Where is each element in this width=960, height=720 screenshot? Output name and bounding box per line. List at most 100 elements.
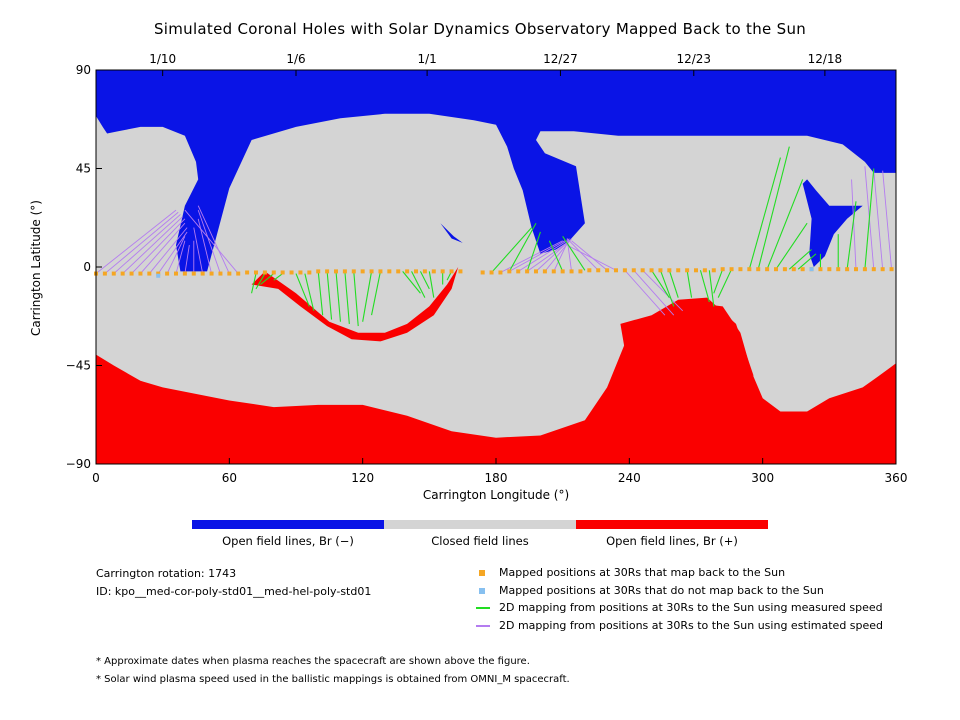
mapped-point-67: [702, 268, 707, 273]
top-date-label-3: 12/27: [543, 52, 578, 66]
y-tick-label-1: 45: [76, 162, 91, 176]
measured-mapping-line-32: [748, 157, 781, 270]
mapped-point-65: [685, 268, 690, 273]
note-speed: * Solar wind plasma speed used in the ba…: [96, 674, 570, 685]
mapped-point-18: [254, 270, 258, 275]
mapped-point-62: [658, 268, 663, 273]
carrington-rotation: Carrington rotation: 1743: [96, 567, 237, 580]
measured-mapping-line-27: [686, 270, 693, 298]
estimated-mapping-line-19: [517, 240, 568, 272]
mapped-point-23: [298, 270, 303, 275]
legend-swatch-mapped: [479, 570, 485, 576]
mapped-point-76: [782, 267, 787, 272]
mapped-point-10: [182, 271, 187, 276]
y-tick-label-0: 90: [76, 63, 91, 77]
top-date-label-1: 1/6: [286, 52, 305, 66]
unmapped-point-0: [156, 273, 161, 278]
measured-mapping-line-9: [344, 271, 350, 324]
top-date-label-4: 12/23: [676, 52, 711, 66]
note-dates: * Approximate dates when plasma reaches …: [96, 656, 530, 667]
mapped-point-38: [431, 269, 436, 274]
colorbar-open-positive: [576, 520, 768, 529]
mapped-point-33: [387, 269, 392, 274]
measured-mapping-line-31: [717, 268, 733, 298]
measured-mapping-line-35: [775, 222, 808, 270]
estimated-mapping-line-12: [193, 227, 204, 274]
mapped-point-6: [147, 271, 152, 276]
legend-label-not-mapped: Mapped positions at 30Rs that do not map…: [499, 584, 824, 597]
mapped-point-68: [711, 268, 716, 273]
mapped-point-60: [640, 268, 645, 273]
north-open-negative-region: [96, 70, 896, 272]
run-id: ID: kpo__med-cor-poly-std01__med-hel-pol…: [96, 585, 372, 598]
estimated-mapping-line-20: [526, 242, 568, 272]
legend-label-measured: 2D mapping from positions at 30Rs to the…: [499, 601, 883, 614]
mapped-point-75: [774, 267, 778, 272]
mapped-point-58: [622, 268, 627, 273]
estimated-mapping-line-34: [851, 179, 857, 270]
mapped-point-40: [449, 269, 454, 274]
y-tick-label-4: −90: [66, 457, 91, 471]
south-open-positive-region: [96, 302, 896, 464]
x-tick-label-0: 0: [92, 471, 100, 485]
estimated-mapping-line-6: [148, 227, 188, 274]
measured-mapping-line-29: [708, 270, 715, 307]
legend-label-mapped: Mapped positions at 30Rs that map back t…: [499, 566, 786, 579]
mapped-point-84: [854, 267, 858, 272]
mapped-point-87: [880, 267, 885, 272]
mapped-point-46: [516, 269, 521, 274]
measured-mapping-line-20: [508, 222, 537, 272]
estimated-mapping-line-4: [131, 218, 186, 274]
mapped-point-83: [845, 267, 850, 272]
x-tick-label-2: 120: [351, 471, 374, 485]
mapped-point-26: [325, 269, 330, 274]
mapped-point-12: [200, 271, 205, 276]
mapped-point-9: [174, 271, 178, 276]
measured-mapping-line-13: [402, 271, 421, 294]
measured-mapping-line-37: [797, 253, 817, 270]
measured-mapping-line-12: [371, 271, 381, 316]
measured-mapping-line-24: [651, 269, 670, 298]
mapped-point-86: [871, 267, 876, 272]
mapped-point-27: [334, 269, 338, 274]
mapped-point-24: [307, 270, 312, 275]
mapped-point-49: [542, 269, 547, 274]
mapped-point-73: [756, 267, 761, 272]
y-tick-label-2: 0: [83, 260, 91, 274]
y-tick-label-3: −45: [66, 359, 91, 373]
measured-mapping-line-16: [428, 271, 435, 298]
mapped-point-42: [480, 270, 485, 275]
x-tick-label-4: 240: [618, 471, 641, 485]
chart-title: Simulated Coronal Holes with Solar Dynam…: [153, 20, 807, 38]
x-tick-label-3: 180: [485, 471, 508, 485]
mapped-point-30: [360, 269, 365, 274]
measured-mapping-line-0: [251, 273, 257, 294]
estimated-mapping-line-5: [140, 222, 186, 274]
mapped-point-13: [209, 271, 214, 276]
estimated-mapping-line-18: [509, 240, 566, 272]
measured-mapping-line-7: [326, 271, 333, 320]
estimated-mapping-line-16: [184, 209, 239, 274]
mapped-point-66: [694, 268, 698, 273]
estimated-mapping-line-3: [122, 216, 183, 274]
mapped-point-64: [676, 268, 681, 273]
legend-swatch-not-mapped: [479, 588, 485, 594]
estimated-mapping-line-23: [553, 238, 570, 272]
estimated-mapping-line-25: [566, 238, 599, 271]
legend-line-estimated: [476, 625, 490, 627]
colorbar-label-open-negative: Open field lines, Br (−): [222, 534, 354, 548]
measured-mapping-line-25: [659, 270, 675, 307]
measured-mapping-line-5: [304, 273, 315, 311]
coronal-hole-map: 0 60 120 180 240 300 360 90 45 0 −45 −90 1/10 1/6 1/1 1…: [66, 52, 908, 485]
mapped-point-71: [738, 267, 743, 272]
mapped-point-82: [836, 267, 841, 272]
mapped-point-54: [587, 268, 592, 273]
mapped-point-32: [378, 269, 383, 274]
positive-strip-1: [620, 297, 754, 377]
mapped-point-61: [649, 268, 654, 273]
mapped-point-11: [191, 271, 196, 276]
measured-mapping-line-6: [317, 271, 324, 316]
estimated-mapping-line-30: [642, 269, 683, 312]
mapped-point-80: [818, 267, 823, 272]
measured-mapping-line-23: [562, 236, 586, 271]
